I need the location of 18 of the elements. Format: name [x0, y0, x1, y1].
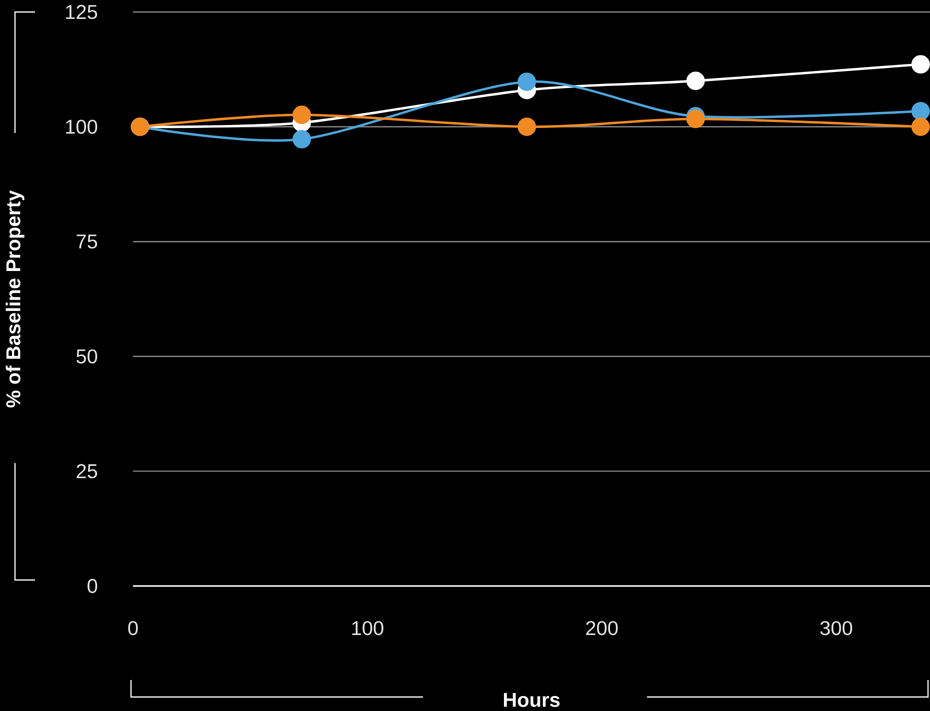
- y-tick-label: 50: [76, 349, 98, 364]
- point: [686, 72, 705, 90]
- point: [292, 130, 311, 148]
- x-tick-label: 0: [128, 621, 138, 636]
- y-tick-label: 0: [88, 578, 98, 594]
- x-tick-label: 200: [586, 621, 618, 636]
- y-axis-title: % of Baseline Property: [6, 190, 24, 408]
- x-axis-title: Hours: [504, 693, 560, 707]
- point: [292, 106, 311, 124]
- y-tick-label: 25: [76, 464, 98, 478]
- y-tick-label: 75: [76, 234, 98, 249]
- point: [518, 72, 536, 91]
- y-tick-label: 125: [66, 4, 98, 20]
- point: [686, 110, 705, 128]
- x-tick-label: 300: [820, 621, 852, 636]
- y-tick-label: 100: [66, 120, 98, 134]
- point: [518, 118, 536, 136]
- x-tick-label: 100: [352, 621, 384, 636]
